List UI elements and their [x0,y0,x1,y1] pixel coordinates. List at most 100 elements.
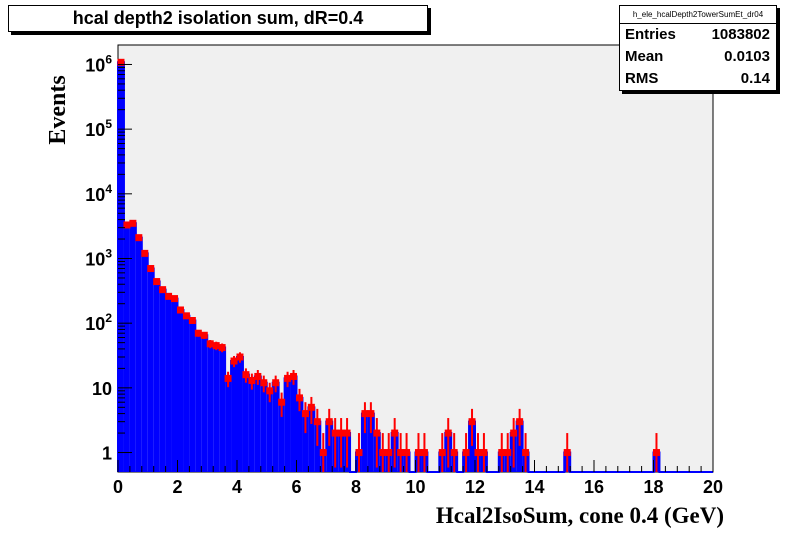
histogram-bar [290,376,297,472]
x-tick-label: 0 [113,477,123,497]
data-point-marker [182,312,190,320]
data-point-marker [135,234,143,242]
histogram-bar [296,397,303,472]
data-point-marker [462,449,470,457]
histogram-bar [302,413,309,472]
data-point-marker [147,265,155,273]
data-point-marker [522,449,530,457]
data-point-marker [165,292,173,300]
stats-histogram-name: h_ele_hcalDepth2TowerSumEt_dr04 [620,6,776,24]
data-point-marker [188,316,196,324]
data-point-marker [218,344,226,352]
data-point-marker [290,372,298,380]
data-point-marker [361,410,369,418]
data-point-marker [307,403,315,411]
data-point-marker [254,372,262,380]
histogram-bar [237,356,243,472]
data-point-marker [420,449,428,457]
histogram-bar [266,390,273,472]
histogram-bar [225,378,232,472]
data-point-marker [331,429,339,437]
x-axis-label: Hcal2IsoSum, cone 0.4 (GeV) [435,503,724,528]
histogram-bar [183,315,190,472]
y-tick-label: 1 [102,444,112,464]
data-point-marker [141,249,149,257]
histogram-bar [469,421,475,472]
histogram-bar [201,335,208,472]
y-tick-label: 10 [92,379,112,399]
stats-row-entries: Entries 1083802 [620,24,776,46]
data-point-marker [498,449,506,457]
data-point-marker [224,374,232,382]
x-tick-label: 6 [291,477,301,497]
x-tick-label: 10 [405,477,425,497]
y-tick-label: 102 [85,311,112,334]
data-point-marker [563,449,571,457]
histogram-bar [123,224,130,472]
data-point-marker [337,429,345,437]
histogram-bar [118,62,124,472]
histogram-bar [278,402,285,472]
histogram-bar [153,281,160,472]
stats-row-mean: Mean 0.0103 [620,46,776,68]
data-point-marker [153,278,161,286]
data-point-marker [313,418,321,426]
y-tick-label: 106 [85,52,112,75]
data-point-marker [284,374,292,382]
stats-value: 1083802 [711,26,770,43]
stats-label: Entries [625,26,676,43]
data-point-marker [194,329,202,337]
data-point-marker [123,221,131,229]
data-point-marker [200,331,208,339]
data-point-marker [230,357,238,365]
histogram-bar [326,421,333,472]
histogram-bar [219,347,226,472]
histogram-bar [361,413,368,472]
data-markers [117,58,660,472]
data-point-marker [397,449,405,457]
histogram-bar [141,253,148,472]
histogram-bar [171,298,178,472]
histogram-bar [207,343,214,472]
data-point-marker [212,342,220,350]
histogram-bar [254,376,261,472]
data-point-marker [373,429,381,437]
data-point-marker [266,387,274,395]
histogram-bar [314,421,321,472]
stats-value: 0.14 [740,70,770,87]
data-point-marker [325,418,333,426]
y-tick-label: 103 [85,247,112,270]
histogram-bar [242,374,249,472]
data-point-marker [295,394,303,402]
stats-value: 0.0103 [724,48,770,65]
data-point-marker [176,306,184,314]
x-tick-label: 20 [703,477,723,497]
data-point-marker [652,449,660,457]
x-tick-label: 14 [524,477,544,497]
histogram-bar [231,361,237,472]
histogram-bar [260,382,267,472]
data-point-marker [391,429,399,437]
histogram-bar [189,320,196,472]
data-point-marker [301,410,309,418]
data-point-marker [438,449,446,457]
x-tick-label: 4 [232,477,242,497]
x-tick-label: 18 [643,477,663,497]
data-point-marker [450,449,458,457]
data-point-marker [403,449,411,457]
histogram-bar [516,421,523,472]
histogram-bar [272,382,279,472]
data-point-marker [516,418,524,426]
histogram-bar [129,223,136,472]
histogram-bar [159,289,166,472]
data-point-marker [272,379,280,387]
data-point-marker [379,449,387,457]
data-point-marker [248,376,256,384]
stats-box: h_ele_hcalDepth2TowerSumEt_dr04 Entries … [619,5,777,91]
data-point-marker [159,286,167,294]
histogram-bar [284,378,291,472]
x-tick-label: 16 [584,477,604,497]
data-point-marker [278,398,286,406]
data-point-marker [206,340,214,348]
